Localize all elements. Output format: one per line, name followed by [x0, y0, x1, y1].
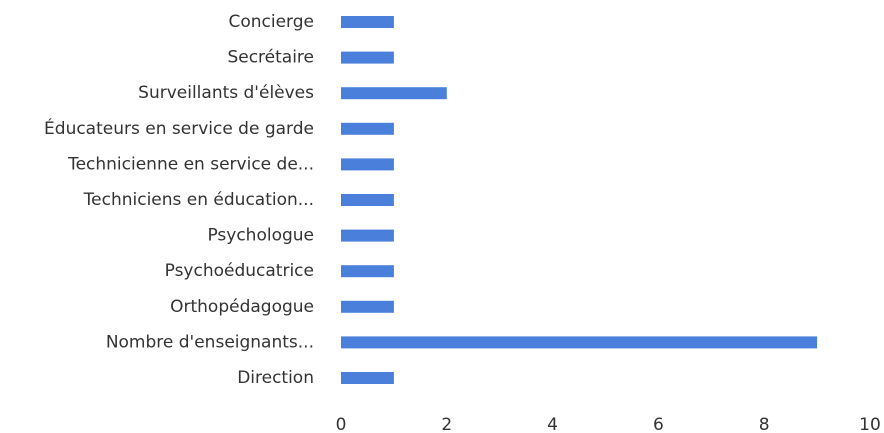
- y-tick-label: Concierge: [228, 12, 314, 32]
- bar: [341, 300, 394, 313]
- bar: [341, 51, 394, 64]
- y-tick-label: Direction: [237, 368, 314, 388]
- bar: [341, 158, 394, 171]
- y-tick-label: Nombre d'enseignants...: [106, 332, 314, 352]
- y-tick-label: Technicienne en service de...: [67, 154, 314, 174]
- y-tick-label: Secrétaire: [227, 48, 314, 68]
- y-tick-label: Techniciens en éducation...: [83, 190, 314, 210]
- y-tick-label: Psychoéducatrice: [165, 261, 314, 281]
- bar: [341, 336, 818, 349]
- bar: [341, 16, 394, 28]
- bar: [341, 87, 447, 100]
- y-tick-label: Orthopédagogue: [170, 297, 314, 317]
- bar: [341, 265, 394, 278]
- x-tick-label: 6: [653, 415, 664, 433]
- y-tick-label: Éducateurs en service de garde: [44, 117, 314, 139]
- bar: [341, 122, 394, 135]
- x-tick-label: 2: [441, 415, 452, 433]
- bar: [341, 229, 394, 242]
- bar: [341, 194, 394, 206]
- x-tick-label: 0: [336, 415, 347, 433]
- x-tick-label: 8: [759, 415, 770, 433]
- x-tick-label: 4: [547, 415, 558, 433]
- y-tick-label: Surveillants d'élèves: [138, 83, 314, 103]
- bar: [341, 372, 394, 384]
- x-tick-label: 10: [859, 415, 881, 433]
- y-tick-label: Psychologue: [207, 226, 314, 246]
